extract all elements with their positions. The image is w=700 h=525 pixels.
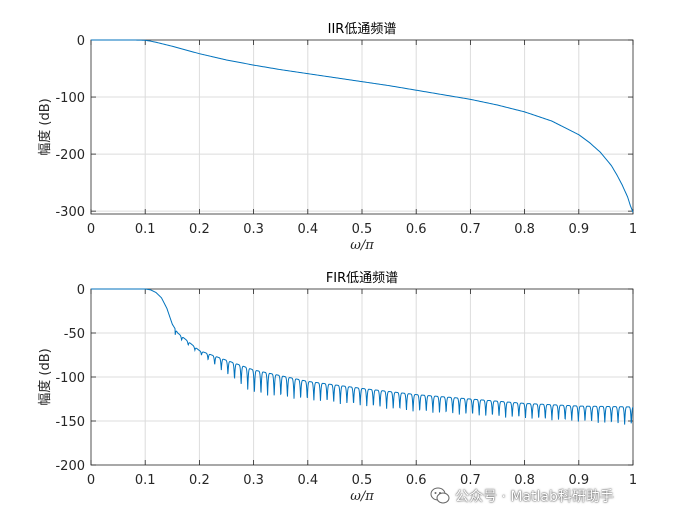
fir-x-tick-label: 0.5 <box>352 473 373 488</box>
iir-y-axis-label: 幅度 (dB) <box>37 98 53 155</box>
iir-x-axis-label: ω/π <box>350 238 374 253</box>
fir-x-tick-label: 0.6 <box>406 473 427 488</box>
iir-x-ticks: 0 0.1 0.2 0.3 0.4 0.5 0.6 0.7 0.8 0.9 1 <box>87 40 637 237</box>
iir-x-tick-label: 0.8 <box>514 222 535 237</box>
fir-y-tick-label: -200 <box>55 459 85 474</box>
watermark-text: 公众号 · Matlab科研助手 <box>455 489 614 505</box>
fir-y-tick-label: -100 <box>55 371 85 386</box>
iir-chart-title: IIR低通频谱 <box>328 22 397 37</box>
wechat-icon <box>430 487 450 504</box>
fir-y-ticks: 0 -50 -100 -150 -200 <box>55 283 633 474</box>
fir-y-axis-label: 幅度 (dB) <box>37 348 53 405</box>
iir-x-tick-label: 0.3 <box>243 222 264 237</box>
iir-y-tick-label: -300 <box>55 205 85 220</box>
iir-y-ticks: 0 -100 -200 -300 <box>55 34 633 220</box>
fir-x-tick-label: 0.8 <box>514 473 535 488</box>
fir-x-tick-label: 0.7 <box>460 473 481 488</box>
iir-y-tick-label: 0 <box>77 34 85 49</box>
fir-grid <box>91 289 633 465</box>
iir-x-tick-label: 0.1 <box>135 222 156 237</box>
iir-x-tick-label: 0 <box>87 222 95 237</box>
watermark: 公众号 · Matlab科研助手 <box>430 484 614 508</box>
fir-y-tick-label: -150 <box>55 415 85 430</box>
iir-x-tick-label: 0.4 <box>297 222 318 237</box>
iir-x-tick-label: 0.9 <box>568 222 589 237</box>
fir-response-line <box>91 288 634 425</box>
fir-y-tick-label: 0 <box>77 283 85 298</box>
iir-y-tick-label: -200 <box>55 148 85 163</box>
iir-response-line <box>91 39 634 213</box>
fir-x-tick-label: 0.9 <box>568 473 589 488</box>
iir-x-tick-label: 1 <box>629 222 637 237</box>
fir-y-tick-label: -50 <box>64 327 85 342</box>
fir-x-tick-label: 0.4 <box>297 473 318 488</box>
fir-chart-title: FIR低通频谱 <box>326 271 398 286</box>
fir-x-tick-label: 0 <box>87 473 95 488</box>
fir-x-tick-label: 0.1 <box>135 473 156 488</box>
iir-axes: 0 0.1 0.2 0.3 0.4 0.5 0.6 0.7 0.8 0.9 1 0 -100 -200 -… <box>37 22 637 253</box>
fir-x-axis-label: ω/π <box>350 489 374 504</box>
fir-x-ticks: 0 0.1 0.2 0.3 0.4 0.5 0.6 0.7 0.8 0.9 1 <box>87 289 637 488</box>
fir-x-tick-label: 0.2 <box>189 473 210 488</box>
iir-x-tick-label: 0.5 <box>352 222 373 237</box>
fir-x-tick-label: 0.3 <box>243 473 264 488</box>
iir-x-tick-label: 0.2 <box>189 222 210 237</box>
fir-axes: 0 0.1 0.2 0.3 0.4 0.5 0.6 0.7 0.8 0.9 1 0 -50 -100 -1… <box>37 271 637 504</box>
iir-x-tick-label: 0.6 <box>406 222 427 237</box>
iir-y-tick-label: -100 <box>55 91 85 106</box>
fir-x-tick-label: 1 <box>629 473 637 488</box>
iir-x-tick-label: 0.7 <box>460 222 481 237</box>
